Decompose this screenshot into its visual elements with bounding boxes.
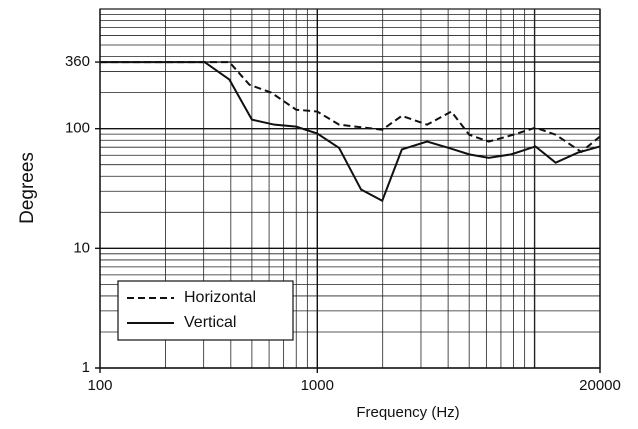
legend-label: Horizontal [184, 289, 256, 306]
x-tick-label: 20000 [579, 377, 621, 394]
y-axis-label: Degrees [17, 152, 38, 224]
plot-frame [99, 8, 601, 369]
data-line [100, 61, 601, 154]
x-tick-label: 100 [87, 377, 112, 394]
y-tick-label: 100 [65, 120, 90, 137]
data-line [100, 61, 601, 203]
x-axis-label: Frequency (Hz) [356, 404, 459, 421]
x-tick-label: 1000 [301, 377, 334, 394]
y-tick-label: 1 [82, 359, 90, 376]
legend-box [117, 280, 294, 341]
y-tick-label: 10 [73, 239, 90, 256]
y-tick-label: 360 [65, 53, 90, 70]
legend-label: Vertical [184, 314, 236, 331]
